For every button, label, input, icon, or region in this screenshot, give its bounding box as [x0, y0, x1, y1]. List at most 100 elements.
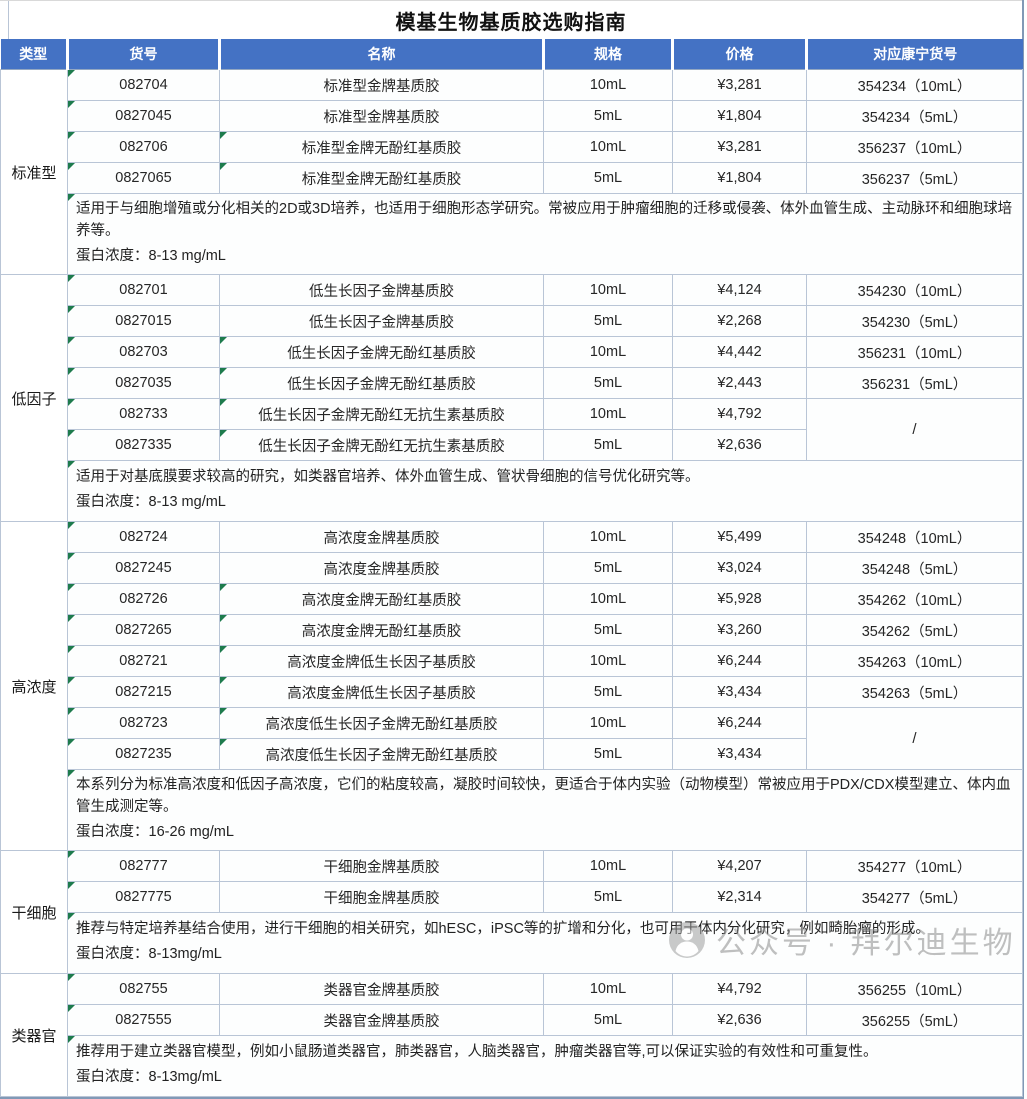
table-row: 0827045 标准型金牌基质胶 5mL ¥1,804 354234（5mL） — [1, 100, 1023, 132]
description-row: 适用于对基底膜要求较高的研究，如类器官培养、体外血管生成、管状骨细胞的信号优化研… — [1, 460, 1023, 522]
name-cell: 高浓度低生长因子金牌无酚红基质胶 — [219, 707, 544, 739]
catalog-cell: 0827245 — [67, 552, 220, 584]
name-cell: 低生长因子金牌基质胶 — [219, 305, 544, 337]
spec-cell: 10mL — [543, 69, 673, 101]
usage-description: 推荐用于建立类器官模型，例如小鼠肠道类器官，肺类器官，人脑类器官，肿瘤类器官等,… — [76, 1044, 878, 1060]
corning-cell: 354248（10mL） — [806, 521, 1023, 553]
table-row: 0827015 低生长因子金牌基质胶 5mL ¥2,268 354230（5mL） — [1, 305, 1023, 337]
spec-cell: 5mL — [543, 162, 673, 194]
corning-cell: 354230（10mL） — [806, 274, 1023, 306]
corning-cell: 356237（10mL） — [806, 131, 1023, 163]
catalog-cell: 082703 — [67, 336, 220, 368]
spec-cell: 10mL — [543, 131, 673, 163]
price-cell: ¥5,499 — [672, 521, 807, 553]
corning-cell: / — [806, 707, 1023, 770]
catalog-cell: 082726 — [67, 583, 220, 615]
column-header-price: 价格 — [672, 39, 808, 70]
catalog-cell: 082721 — [67, 645, 220, 677]
spec-cell: 10mL — [543, 274, 673, 306]
column-header-name: 名称 — [219, 39, 545, 70]
spec-cell: 10mL — [543, 707, 673, 739]
price-cell: ¥2,636 — [672, 429, 807, 461]
description-cell: 本系列分为标准高浓度和低因子高浓度，它们的粘度较高，凝胶时间较快，更适合于体内实… — [67, 769, 1023, 851]
price-cell: ¥4,207 — [672, 850, 807, 882]
table-row: 082703 低生长因子金牌无酚红基质胶 10mL ¥4,442 356231（10mL… — [1, 336, 1023, 368]
price-cell: ¥4,792 — [672, 973, 807, 1005]
spec-cell: 5mL — [543, 1004, 673, 1036]
table-row: 0827235 高浓度低生长因子金牌无酚红基质胶 5mL ¥3,434 — [1, 738, 1023, 770]
protein-concentration: 蛋白浓度：8-13mg/mL — [76, 1069, 222, 1085]
type-cell: 标准型 — [0, 69, 68, 275]
price-cell: ¥2,636 — [672, 1004, 807, 1036]
corning-cell: 354277（10mL） — [806, 850, 1023, 882]
price-cell: ¥3,281 — [672, 69, 807, 101]
spec-cell: 5mL — [543, 881, 673, 913]
price-cell: ¥3,260 — [672, 614, 807, 646]
column-header-type: 类型 — [0, 39, 69, 70]
catalog-cell: 0827555 — [67, 1004, 220, 1036]
table-row: 0827555 类器官金牌基质胶 5mL ¥2,636 356255（5mL） — [1, 1004, 1023, 1036]
name-cell: 低生长因子金牌无酚红基质胶 — [219, 336, 544, 368]
catalog-cell: 0827335 — [67, 429, 220, 461]
catalog-cell: 082755 — [67, 973, 220, 1005]
page-title: 模基生物基质胶选购指南 — [395, 11, 627, 34]
catalog-cell: 082777 — [67, 850, 220, 882]
corning-cell: 354263（5mL） — [806, 676, 1023, 708]
description-cell: 推荐用于建立类器官模型，例如小鼠肠道类器官，肺类器官，人脑类器官，肿瘤类器官等,… — [67, 1035, 1023, 1097]
catalog-cell: 082706 — [67, 131, 220, 163]
name-cell: 高浓度金牌基质胶 — [219, 552, 544, 584]
name-cell: 高浓度金牌低生长因子基质胶 — [219, 645, 544, 677]
usage-description: 本系列分为标准高浓度和低因子高浓度，它们的粘度较高，凝胶时间较快，更适合于体内实… — [76, 777, 1011, 815]
name-cell: 高浓度金牌基质胶 — [219, 521, 544, 553]
corning-cell: 354248（5mL） — [806, 552, 1023, 584]
spec-cell: 5mL — [543, 367, 673, 399]
name-cell: 高浓度低生长因子金牌无酚红基质胶 — [219, 738, 544, 770]
name-cell: 高浓度金牌无酚红基质胶 — [219, 583, 544, 615]
type-cell: 干细胞 — [0, 850, 68, 974]
name-cell: 高浓度金牌无酚红基质胶 — [219, 614, 544, 646]
spec-cell: 10mL — [543, 850, 673, 882]
table-row: 0827335 低生长因子金牌无酚红无抗生素基质胶 5mL ¥2,636 — [1, 429, 1023, 461]
price-cell: ¥3,024 — [672, 552, 807, 584]
table-row: 0827215 高浓度金牌低生长因子基质胶 5mL ¥3,434 354263（5mL） — [1, 676, 1023, 708]
table-row: 082721 高浓度金牌低生长因子基质胶 10mL ¥6,244 354263（10mL… — [1, 645, 1023, 677]
table-row: 082726 高浓度金牌无酚红基质胶 10mL ¥5,928 354262（10mL） — [1, 583, 1023, 615]
price-cell: ¥6,244 — [672, 645, 807, 677]
corning-cell: 354262（10mL） — [806, 583, 1023, 615]
catalog-cell: 082733 — [67, 398, 220, 430]
price-cell: ¥4,442 — [672, 336, 807, 368]
catalog-cell: 0827015 — [67, 305, 220, 337]
spec-cell: 10mL — [543, 973, 673, 1005]
name-cell: 低生长因子金牌无酚红无抗生素基质胶 — [219, 398, 544, 430]
name-cell: 低生长因子金牌无酚红基质胶 — [219, 367, 544, 399]
column-header-spec: 规格 — [543, 39, 674, 70]
spec-cell: 5mL — [543, 100, 673, 132]
price-cell: ¥1,804 — [672, 162, 807, 194]
spec-cell: 10mL — [543, 398, 673, 430]
name-cell: 低生长因子金牌无酚红无抗生素基质胶 — [219, 429, 544, 461]
usage-description: 推荐与特定培养基结合使用，进行干细胞的相关研究，如hESC，iPSC等的扩增和分… — [76, 921, 930, 937]
corning-cell: / — [806, 398, 1023, 461]
table-row: 低因子 082701 低生长因子金牌基质胶 10mL ¥4,124 354230（10mL… — [0, 274, 1023, 522]
name-cell: 标准型金牌无酚红基质胶 — [219, 131, 544, 163]
table-row: 082706 标准型金牌无酚红基质胶 10mL ¥3,281 356237（10mL） — [1, 131, 1023, 163]
description-row: 本系列分为标准高浓度和低因子高浓度，它们的粘度较高，凝胶时间较快，更适合于体内实… — [1, 769, 1023, 851]
corning-cell: 354230（5mL） — [806, 305, 1023, 337]
column-header-catalog: 货号 — [67, 39, 221, 70]
price-cell: ¥3,434 — [672, 676, 807, 708]
price-cell: ¥2,443 — [672, 367, 807, 399]
corning-cell: 356231（5mL） — [806, 367, 1023, 399]
catalog-cell: 082723 — [67, 707, 220, 739]
price-cell: ¥4,792 — [672, 398, 807, 430]
name-cell: 类器官金牌基质胶 — [219, 973, 544, 1005]
type-cell: 低因子 — [0, 274, 68, 522]
table-row: 干细胞 082777 干细胞金牌基质胶 10mL ¥4,207 354277（10mL） — [0, 850, 1023, 974]
table-row: 082733 低生长因子金牌无酚红无抗生素基质胶 10mL ¥4,792/ — [1, 398, 1023, 461]
table-row: 类器官 082755 类器官金牌基质胶 10mL ¥4,792 356255（10mL） — [0, 973, 1023, 1097]
table-title-row: 模基生物基质胶选购指南 — [0, 0, 1022, 39]
price-cell: ¥3,434 — [672, 738, 807, 770]
corning-cell: 356255（5mL） — [806, 1004, 1023, 1036]
table-row: 0827245 高浓度金牌基质胶 5mL ¥3,024 354248（5mL） — [1, 552, 1023, 584]
name-cell: 标准型金牌无酚红基质胶 — [219, 162, 544, 194]
type-cell: 类器官 — [0, 973, 68, 1097]
